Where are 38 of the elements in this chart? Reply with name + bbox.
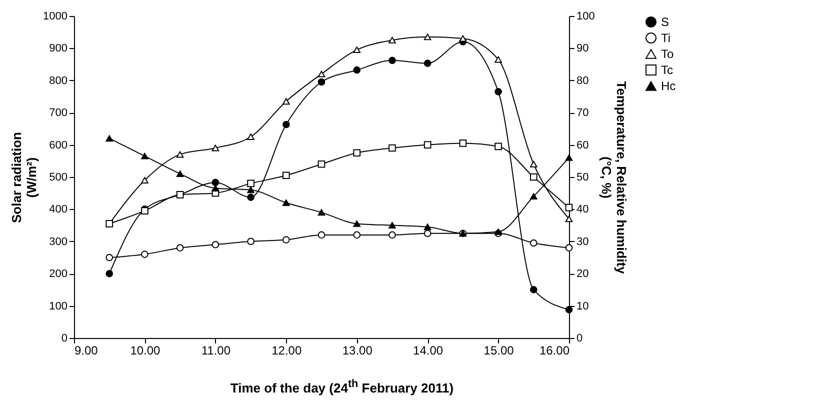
y-tick-label: 400: [49, 204, 68, 216]
y-tick-label: 800: [49, 74, 68, 87]
y2-tick-label: 0: [576, 332, 583, 344]
y-tick-label: 700: [49, 107, 68, 120]
x-tick-label: 16.00: [539, 344, 570, 358]
y2-tick-label: 30: [576, 236, 589, 248]
y2-tick-label: 50: [576, 172, 589, 184]
y-tick-label: 600: [49, 139, 68, 152]
y2-tick-label: 90: [576, 42, 589, 55]
y-tick-label: 200: [49, 268, 68, 280]
legend-label: Hc: [661, 79, 676, 93]
y-tick-label: 1000: [43, 10, 68, 22]
y-tick-label: 900: [49, 42, 68, 55]
y2-tick-label: 100: [576, 10, 595, 22]
y-tick-label: 500: [49, 172, 68, 184]
x-tick-label: 9.00: [74, 344, 98, 358]
legend-label: S: [661, 15, 670, 29]
legend-label: Tc: [661, 63, 673, 77]
legend-label: To: [661, 47, 674, 61]
y2-tick-label: 40: [576, 204, 589, 216]
y2-tick-label: 80: [576, 74, 589, 87]
y-axis-title: Solar radiation (W/m²): [9, 132, 40, 224]
y2-tick-label: 20: [576, 268, 589, 280]
y-tick-label: 300: [49, 236, 68, 248]
x-tick-label: 13.00: [342, 344, 373, 358]
y2-tick-label: 70: [576, 107, 589, 120]
y2-tick-label: 10: [576, 300, 589, 312]
x-tick-label: 15.00: [484, 344, 514, 358]
x-axis-title: Time of the day (24$^{th}$ February 2011): [229, 378, 455, 396]
x-tick-label: 10.00: [130, 344, 161, 358]
x-tick-label: 12.00: [272, 344, 302, 358]
y2-tick-label: 60: [576, 139, 589, 152]
y2-axis-title: Temperature, Relative humidity (°C, %): [598, 81, 629, 275]
y-tick-label: 0: [61, 332, 68, 344]
x-tick-label: 14.00: [413, 344, 444, 358]
legend-label: Ti: [661, 31, 671, 45]
y-tick-label: 100: [49, 300, 68, 312]
x-tick-label: 11.00: [201, 344, 231, 358]
